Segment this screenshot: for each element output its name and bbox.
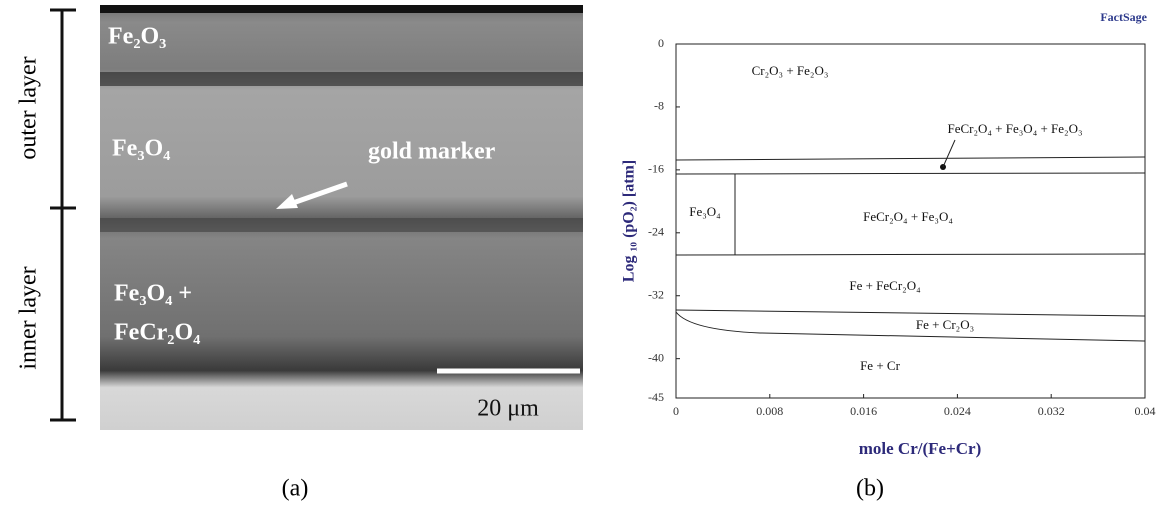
caption: (a) [282, 476, 309, 502]
region-label: FeCr₂O₄ + Fe₃O₄ [863, 209, 953, 224]
y-tick-label: -24 [648, 225, 664, 239]
figure: outer layer inner layer Fe₂O₃ Fe₃O₄ gold… [0, 0, 1163, 506]
x-tick-label: 0.008 [756, 404, 783, 418]
y-tick-label: -40 [648, 350, 664, 364]
marker-label: gold marker [368, 139, 496, 165]
layer-label: inner layer [16, 266, 42, 369]
x-title: mole Cr/(Fe+Cr) [859, 439, 982, 458]
boundary [676, 173, 1145, 174]
region-label: Fe + FeCr₂O₄ [849, 278, 921, 293]
x-tick-label: 0.04 [1135, 404, 1156, 418]
marker-band [100, 218, 583, 232]
scale-label: 20 μm [477, 396, 539, 422]
region-label: Fe + Cr₂O₃ [916, 317, 974, 332]
micrograph [100, 5, 583, 430]
y-title: Log ₁₀ (pO₂) [atm] [621, 160, 638, 282]
boundary [676, 310, 1145, 316]
leader [943, 140, 955, 167]
panel-b: FactSage Cr₂O₃ + Fe₂O₃ FeCr₂O₄ + Fe₃O₄ +… [621, 10, 1156, 502]
phase-label: Fe₂O₃ [108, 24, 166, 50]
region-label: Fe + Cr [860, 358, 901, 373]
y-tick-label: -45 [648, 390, 664, 404]
y-tick-label: -16 [648, 162, 664, 176]
y-tick-label: -8 [654, 99, 664, 113]
x-tick-label: 0.016 [850, 404, 877, 418]
y-tick-label: 0 [658, 36, 664, 50]
boundary [676, 254, 1145, 255]
boundary [676, 157, 1145, 160]
phase-label: Fe₃O₄ + [114, 281, 192, 307]
phase-label: Fe₃O₄ [112, 136, 170, 162]
phase-label: FeCr₂O₄ [114, 320, 200, 346]
x-tick-label: 0 [673, 404, 679, 418]
region-label: Fe₃O₄ [689, 204, 721, 219]
region-label: FeCr₂O₄ + Fe₃O₄ + Fe₂O₃ [947, 121, 1082, 136]
x-tick-label: 0.024 [944, 404, 971, 418]
y-tick-label: -32 [648, 287, 664, 301]
region-label: Cr₂O₃ + Fe₂O₃ [752, 63, 829, 78]
panel-a: outer layer inner layer Fe₂O₃ Fe₃O₄ gold… [16, 5, 584, 502]
pores [100, 72, 583, 86]
boundary [676, 312, 1145, 341]
x-tick-label: 0.032 [1038, 404, 1065, 418]
edge [100, 5, 583, 13]
logo: FactSage [1100, 10, 1147, 24]
layer-label: outer layer [16, 56, 42, 159]
caption: (b) [856, 476, 884, 502]
